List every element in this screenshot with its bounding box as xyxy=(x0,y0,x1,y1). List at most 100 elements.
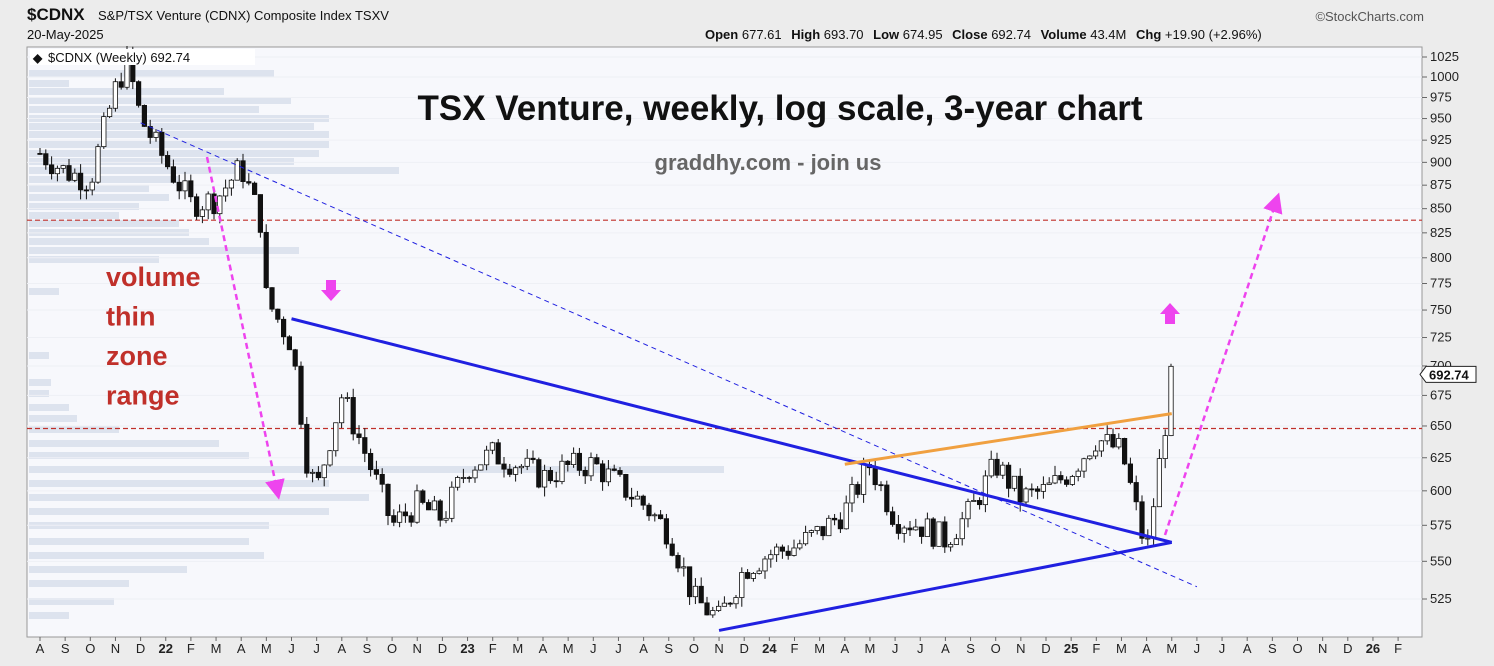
volume-by-price-bar xyxy=(29,452,249,459)
candle-body xyxy=(176,181,182,192)
candle-body xyxy=(518,465,525,469)
x-tick-label: 26 xyxy=(1366,641,1380,656)
candle-body xyxy=(170,166,176,183)
candle-body xyxy=(895,524,902,534)
volume-by-price-bar xyxy=(29,238,209,245)
volume-by-price-bar xyxy=(29,212,119,219)
candle-body xyxy=(240,160,246,183)
candle-body xyxy=(1145,537,1151,540)
candle-body xyxy=(953,538,960,545)
candle-body xyxy=(1098,440,1104,452)
candle-body xyxy=(588,457,594,477)
volume-by-price-bar xyxy=(29,150,319,157)
candle-body xyxy=(600,463,606,483)
candle-body xyxy=(205,193,211,211)
candle-body xyxy=(1093,450,1099,457)
candle-body xyxy=(733,597,739,605)
candle-body xyxy=(362,437,368,454)
candle-body xyxy=(286,336,293,351)
x-tick-label: S xyxy=(61,641,70,656)
candle-body xyxy=(692,585,699,598)
candle-body xyxy=(112,81,118,109)
candle-body xyxy=(716,605,722,611)
volume-by-price-bar xyxy=(29,247,299,254)
candle-body xyxy=(304,423,310,474)
y-tick-label: 1025 xyxy=(1430,49,1459,64)
x-tick-label: S xyxy=(1268,641,1277,656)
volume-by-price-bar xyxy=(29,70,274,77)
candle-body xyxy=(582,469,588,477)
candle-body xyxy=(547,470,554,482)
x-tick-label: M xyxy=(211,641,222,656)
candle-body xyxy=(222,187,229,197)
candle-body xyxy=(988,458,994,477)
x-tick-label: F xyxy=(489,641,497,656)
candle-body xyxy=(367,453,374,471)
candle-body xyxy=(391,515,397,523)
candle-body xyxy=(1011,475,1018,489)
candle-body xyxy=(483,449,490,466)
candle-body xyxy=(315,471,322,479)
x-tick-label: A xyxy=(1243,641,1252,656)
x-tick-label: M xyxy=(512,641,523,656)
annotation-text: zone xyxy=(106,341,168,371)
candle-body xyxy=(1069,476,1075,485)
candle-body xyxy=(199,209,205,217)
candle-body xyxy=(101,116,107,148)
candle-body xyxy=(489,442,496,451)
volume-by-price-bar xyxy=(29,415,77,422)
y-tick-label: 850 xyxy=(1430,201,1452,216)
x-tick-label: M xyxy=(1166,641,1177,656)
candle-body xyxy=(338,397,345,424)
candle-body xyxy=(791,547,797,556)
high-value: 693.70 xyxy=(823,27,864,42)
candle-body xyxy=(159,131,165,156)
x-tick-label: M xyxy=(865,641,876,656)
x-tick-label: S xyxy=(664,641,673,656)
candle-body xyxy=(1017,475,1023,503)
small-up-arrow xyxy=(1160,303,1180,324)
annotation-text: volume xyxy=(106,262,201,292)
stockcharts-credit[interactable]: ©StockCharts.com xyxy=(1315,9,1424,24)
volume-by-price-bar xyxy=(29,194,169,201)
x-tick-label: D xyxy=(740,641,749,656)
x-tick-label: O xyxy=(85,641,95,656)
candle-body xyxy=(977,500,983,506)
candle-body xyxy=(710,610,716,616)
small-down-arrow xyxy=(321,280,341,301)
volume-by-price-bar xyxy=(29,580,129,587)
y-tick-label: 975 xyxy=(1430,90,1452,105)
y-tick-label: 675 xyxy=(1430,387,1452,402)
chart-date: 20-May-2025 xyxy=(27,27,104,42)
candle-body xyxy=(1006,464,1012,489)
candle-body xyxy=(623,474,629,498)
candle-body xyxy=(942,521,948,548)
x-tick-label: N xyxy=(1016,641,1025,656)
candle-body xyxy=(1000,464,1006,476)
symbol: $CDNX xyxy=(27,5,85,24)
legend-box xyxy=(30,49,255,65)
candle-body xyxy=(78,172,84,191)
candle-body xyxy=(379,473,385,485)
y-tick-label: 625 xyxy=(1430,450,1452,465)
candle-body xyxy=(478,464,484,471)
legend-icon: ◆ xyxy=(32,51,43,65)
candle-body xyxy=(263,231,269,289)
candle-body xyxy=(507,468,513,475)
candle-body xyxy=(1075,470,1081,477)
candle-body xyxy=(1162,435,1168,459)
last-price-badge xyxy=(1419,365,1477,383)
x-tick-label: J xyxy=(313,641,320,656)
y-tick-label: 600 xyxy=(1430,483,1452,498)
candle-body xyxy=(147,126,153,138)
x-tick-label: J xyxy=(1194,641,1201,656)
candle-body xyxy=(356,433,362,438)
x-tick-label: N xyxy=(714,641,723,656)
x-tick-label: D xyxy=(1041,641,1050,656)
volume-by-price-bar xyxy=(29,97,291,104)
candle-body xyxy=(425,502,432,511)
x-tick-label: M xyxy=(814,641,825,656)
candle-body xyxy=(704,602,710,616)
candle-body xyxy=(663,518,670,545)
